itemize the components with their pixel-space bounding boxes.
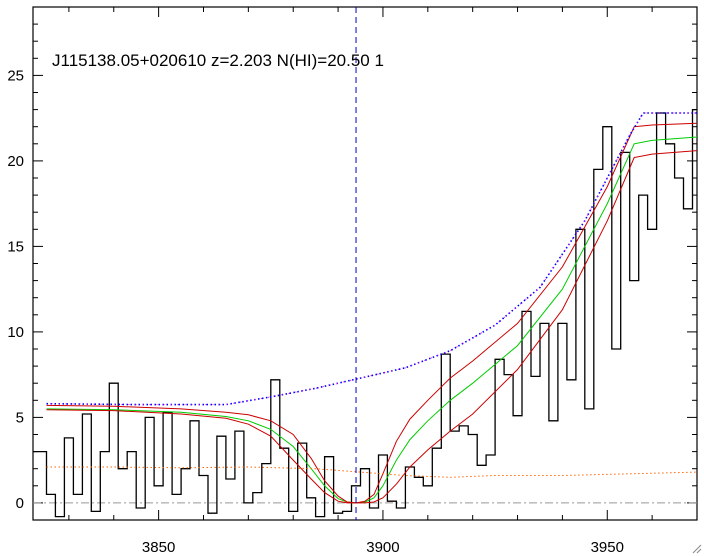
axis-ticks bbox=[33, 7, 698, 520]
y-tick-label: 15 bbox=[7, 238, 24, 255]
tick-labels: 3850 3900 3950 0 5 10 15 20 25 bbox=[7, 67, 624, 556]
chart-title: J115138.05+020610 z=2.203 N(HI)=20.50 1 bbox=[52, 51, 384, 70]
y-tick-label: 5 bbox=[16, 409, 24, 426]
model-series bbox=[46, 136, 697, 504]
y-tick-label: 25 bbox=[7, 67, 24, 84]
resize-grip-icon[interactable] bbox=[690, 542, 702, 554]
y-tick-label: 10 bbox=[7, 324, 24, 341]
continuum-series bbox=[46, 112, 697, 406]
x-tick-label: 3900 bbox=[366, 539, 399, 556]
plot-frame bbox=[32, 6, 698, 521]
x-tick-label: 3950 bbox=[591, 539, 624, 556]
x-tick-label: 3850 bbox=[142, 539, 175, 556]
y-tick-label: 20 bbox=[7, 153, 24, 170]
plot-area bbox=[33, 7, 697, 520]
y-tick-label: 0 bbox=[16, 495, 24, 512]
model_upper-series bbox=[46, 122, 697, 504]
flux-series bbox=[33, 108, 697, 518]
model_lower-series bbox=[46, 150, 697, 504]
continuum-overlay-series bbox=[46, 112, 697, 406]
error-series bbox=[46, 466, 697, 478]
